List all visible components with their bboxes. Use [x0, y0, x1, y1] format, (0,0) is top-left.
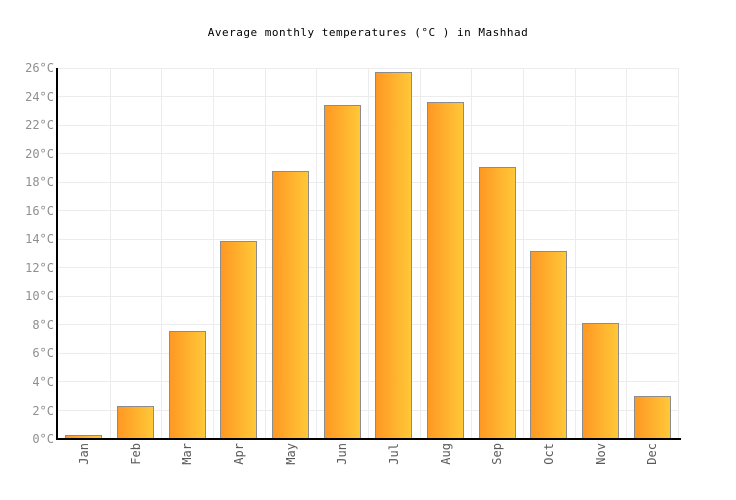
- x-axis-tick-label: Nov: [593, 443, 608, 465]
- bar-nov: [582, 323, 619, 439]
- bar-aug: [427, 102, 464, 439]
- v-gridline: [109, 68, 111, 439]
- x-axis-line: [56, 438, 681, 440]
- chart-title: Average monthly temperatures (°C ) in Ma…: [207, 26, 529, 39]
- v-gridline: [316, 68, 318, 439]
- v-gridline: [368, 68, 369, 439]
- v-gridline: [419, 68, 421, 439]
- x-axis-tick-label: Apr: [231, 443, 246, 465]
- bar-mar: [168, 330, 206, 439]
- y-axis-tick-label: 16°C: [25, 203, 54, 218]
- v-gridline: [213, 68, 214, 439]
- x-axis-tick-label: May: [283, 443, 298, 465]
- bar-apr: [220, 240, 258, 439]
- x-axis-tick-label: Dec: [645, 443, 660, 465]
- y-axis-tick-label: 18°C: [25, 175, 54, 190]
- x-axis-tick-label: Jan: [76, 443, 91, 465]
- bar-jul: [375, 72, 413, 439]
- y-axis-tick-label: 22°C: [25, 118, 54, 133]
- y-axis-tick-label: 2°C: [32, 403, 54, 418]
- bar-oct: [530, 250, 568, 439]
- y-axis-tick-label: 26°C: [25, 61, 54, 75]
- x-axis-tick-label: Sep: [490, 443, 505, 465]
- bar-jan: [65, 434, 103, 439]
- bar-dec: [633, 396, 671, 439]
- v-gridline: [523, 68, 524, 439]
- v-gridline: [161, 68, 163, 439]
- v-gridline: [626, 68, 628, 439]
- y-axis-line: [56, 68, 58, 440]
- x-axis-tick-label: Aug: [438, 443, 453, 465]
- y-axis-tick-label: 0°C: [32, 432, 54, 446]
- y-axis-tick-label: 10°C: [25, 289, 54, 304]
- y-axis-tick-label: 24°C: [25, 89, 54, 104]
- y-axis-tick-label: 14°C: [25, 232, 54, 247]
- bar-sep: [478, 166, 516, 439]
- v-gridline: [574, 68, 576, 439]
- x-axis-tick-label: Oct: [541, 443, 556, 465]
- bar-may: [272, 170, 309, 439]
- v-gridline: [678, 68, 679, 439]
- v-gridline: [264, 68, 266, 439]
- y-axis-tick-label: 20°C: [25, 146, 54, 161]
- y-axis-tick-label: 4°C: [32, 374, 54, 389]
- x-axis-tick-label: Feb: [128, 443, 143, 465]
- x-axis-tick-label: Jul: [386, 443, 401, 465]
- y-axis-tick-label: 8°C: [32, 317, 54, 332]
- x-axis-tick-label: Jun: [335, 443, 350, 465]
- bar-feb: [117, 406, 154, 439]
- bar-jun: [323, 105, 361, 439]
- v-gridline: [471, 68, 473, 439]
- x-axis-tick-label: Mar: [180, 443, 195, 465]
- y-axis-tick-label: 6°C: [32, 346, 54, 361]
- y-axis-tick-label: 12°C: [25, 260, 54, 275]
